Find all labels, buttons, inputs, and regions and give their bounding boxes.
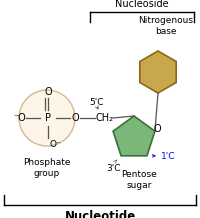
- Text: 3'C: 3'C: [106, 164, 120, 173]
- Text: Nucleoside: Nucleoside: [115, 0, 169, 9]
- Text: ⁻O: ⁻O: [14, 113, 26, 123]
- Polygon shape: [113, 116, 155, 156]
- Text: 5'C: 5'C: [90, 97, 104, 107]
- Text: O: O: [153, 124, 161, 134]
- Text: Phosphate
group: Phosphate group: [23, 158, 71, 178]
- Text: Nucleotide: Nucleotide: [64, 210, 136, 218]
- Text: O: O: [71, 113, 79, 123]
- Text: O: O: [44, 87, 52, 97]
- Text: CH₂: CH₂: [96, 113, 114, 123]
- Text: Nitrogenous
base: Nitrogenous base: [138, 16, 194, 36]
- Polygon shape: [140, 51, 176, 93]
- Text: 1'C: 1'C: [161, 152, 175, 161]
- Text: O⁻: O⁻: [50, 140, 62, 148]
- Text: Pentose
sugar: Pentose sugar: [121, 170, 157, 190]
- Text: P: P: [45, 113, 51, 123]
- Circle shape: [19, 90, 75, 146]
